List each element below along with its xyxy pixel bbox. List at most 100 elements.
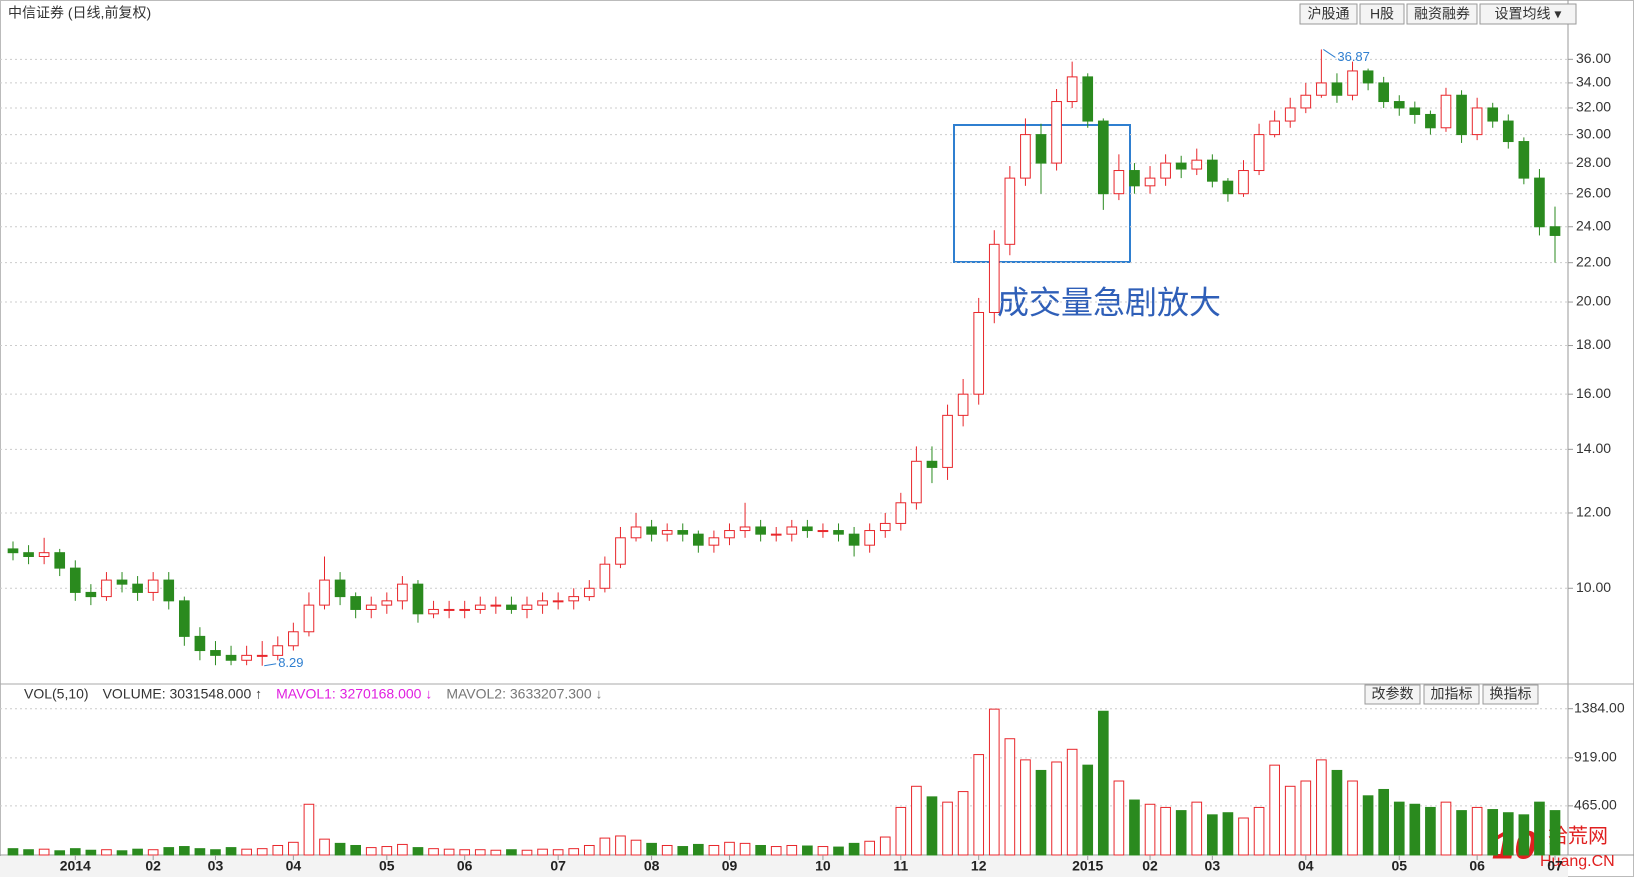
candle-body [147, 579, 159, 593]
candle-body [241, 654, 252, 661]
volume-bar [1378, 788, 1390, 856]
volume-bar [1020, 759, 1031, 856]
x-tick-label: 06 [1469, 858, 1485, 874]
candle-body [1549, 226, 1561, 236]
y-tick-label: 28.00 [1576, 154, 1611, 170]
annotation: 成交量急剧放大 [997, 284, 1221, 322]
indicator-button[interactable]: 换指标 [1482, 684, 1539, 705]
y-tick-label: 22.00 [1576, 253, 1611, 269]
candle-body [599, 563, 611, 589]
candle-body [1222, 180, 1234, 195]
candle-body [1191, 159, 1203, 170]
x-axis-strip [0, 856, 1568, 877]
x-tick-label: 08 [644, 858, 660, 874]
candle-body [755, 526, 766, 535]
y2-tick-label: 919.00 [1574, 749, 1617, 765]
volume-bar [848, 842, 860, 856]
volume-bar [1082, 764, 1094, 856]
candle-body [1393, 101, 1405, 109]
indicator-button[interactable]: 改参数 [1364, 684, 1421, 705]
candle-body [1238, 170, 1249, 195]
candle-body [552, 600, 564, 603]
volume-bar [194, 848, 206, 856]
volume-bar [210, 849, 221, 856]
candle-body [428, 608, 439, 615]
volume-bar [895, 806, 907, 856]
toolbar-button[interactable]: H股 [1359, 3, 1405, 25]
candle-body [1284, 107, 1296, 122]
volume-bar [1362, 795, 1374, 856]
volume-bar [646, 842, 657, 856]
volume-bar [864, 840, 875, 856]
candle-body [770, 533, 782, 536]
y-tick-label: 26.00 [1576, 184, 1611, 200]
x-tick-label: 09 [722, 858, 738, 874]
candle-body [739, 526, 751, 532]
button-frame [1482, 684, 1539, 705]
volume-bar [381, 846, 393, 856]
x-tick-label: 10 [815, 858, 831, 874]
candle-body [1487, 107, 1499, 122]
x-tick-label: 03 [208, 858, 224, 874]
x-tick-label: 02 [145, 858, 161, 874]
candle-body [646, 526, 657, 535]
candle-body [1534, 177, 1545, 228]
volume-bar [147, 849, 159, 856]
y-tick-label: 18.00 [1576, 336, 1611, 352]
candle-body [412, 583, 424, 615]
candle-body [210, 650, 221, 656]
candle-body [1409, 107, 1421, 115]
indicator-label: VOL(5,10) [24, 686, 89, 702]
volume-bar [786, 844, 798, 856]
candle-body [319, 579, 330, 606]
candle-body [615, 537, 626, 565]
candle-body [1097, 120, 1109, 195]
candle-body [303, 604, 315, 633]
toolbar-button[interactable]: 融资融券 [1406, 3, 1478, 25]
toolbar-button[interactable]: 沪股通 [1299, 3, 1358, 25]
volume-bar [1331, 769, 1343, 856]
candle-body [69, 567, 81, 593]
volume-bar [101, 849, 112, 856]
candle-body [1082, 76, 1094, 122]
x-tick-label: 2014 [60, 858, 91, 874]
candle-body [256, 654, 268, 657]
volume-bar [1456, 810, 1467, 856]
candle-body [54, 552, 66, 569]
candle-body [895, 502, 907, 524]
candle-body [1518, 141, 1530, 179]
volume-bar [474, 849, 486, 856]
candle-body [474, 604, 486, 610]
volume-bar [1534, 801, 1545, 856]
volume-bar [879, 836, 891, 856]
volume-bar [739, 842, 751, 856]
y2-tick-label: 1384.00 [1574, 699, 1625, 715]
volume-bar [1253, 806, 1265, 856]
volume-bar [708, 844, 720, 856]
candle-body [583, 587, 595, 598]
y-tick-label: 20.00 [1576, 293, 1611, 309]
y-tick-label: 12.00 [1576, 504, 1611, 520]
candle-body [957, 393, 969, 416]
volume-bar [693, 843, 704, 856]
candle-body [1051, 101, 1062, 164]
volume-bar [1097, 710, 1109, 856]
toolbar-button[interactable]: 设置均线 ▾ [1479, 3, 1577, 25]
volume-bar [38, 848, 50, 856]
indicator-button[interactable]: 加指标 [1423, 684, 1480, 705]
volume-bar [1502, 812, 1514, 856]
candle-body [225, 654, 237, 661]
button-frame [1299, 3, 1358, 25]
volume-bar [1347, 780, 1358, 856]
y-tick-label: 30.00 [1576, 125, 1611, 141]
candle-body [1129, 170, 1140, 187]
volume-bar [178, 846, 190, 856]
candle-body [1020, 134, 1031, 179]
volume-bar [1207, 814, 1218, 856]
candle-body [7, 548, 19, 554]
volume-bar [802, 845, 813, 856]
volume-bar [911, 785, 922, 856]
candle-body [1347, 70, 1358, 96]
indicator-label: MAVOL1: 3270168.000 ↓ [276, 686, 432, 702]
volume-bar [1284, 785, 1296, 856]
